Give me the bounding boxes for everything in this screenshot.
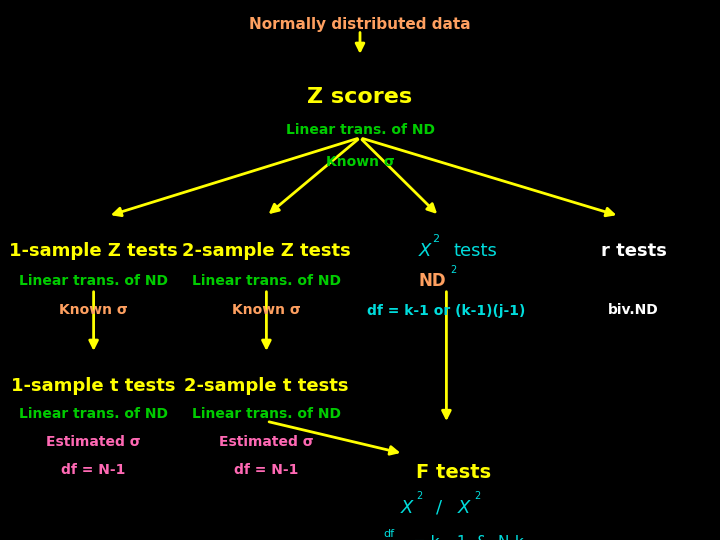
Text: X: X	[400, 498, 413, 517]
Text: ND: ND	[418, 272, 446, 290]
Text: X: X	[458, 498, 471, 517]
Text: X: X	[418, 242, 431, 260]
Text: Known σ: Known σ	[325, 155, 395, 169]
Text: df = N-1: df = N-1	[234, 463, 299, 477]
Text: 2: 2	[432, 234, 439, 244]
Text: tests: tests	[454, 242, 497, 260]
Text: Linear trans. of ND: Linear trans. of ND	[286, 123, 434, 137]
Text: 2: 2	[417, 491, 423, 501]
Text: Estimated σ: Estimated σ	[219, 435, 314, 449]
Text: F tests: F tests	[416, 463, 491, 482]
Text: Linear trans. of ND: Linear trans. of ND	[192, 407, 341, 421]
Text: df = N-1: df = N-1	[61, 463, 126, 477]
Text: 2-sample Z tests: 2-sample Z tests	[182, 242, 351, 260]
Text: Known σ: Known σ	[59, 303, 128, 318]
Text: 2: 2	[451, 265, 456, 275]
Text: Known σ: Known σ	[232, 303, 301, 318]
Text: biv.ND: biv.ND	[608, 303, 659, 318]
Text: 1-sample Z tests: 1-sample Z tests	[9, 242, 178, 260]
Text: r tests: r tests	[600, 242, 667, 260]
Text: df: df	[383, 529, 395, 539]
Text: 2-sample t tests: 2-sample t tests	[184, 377, 348, 395]
Text: Normally distributed data: Normally distributed data	[249, 17, 471, 32]
Text: = k – 1  &  N-k: = k – 1 & N-k	[413, 535, 523, 540]
Text: Z scores: Z scores	[307, 87, 413, 107]
Text: Linear trans. of ND: Linear trans. of ND	[19, 407, 168, 421]
Text: /: /	[436, 498, 442, 517]
Text: Linear trans. of ND: Linear trans. of ND	[192, 274, 341, 288]
Text: Estimated σ: Estimated σ	[46, 435, 141, 449]
Text: Linear trans. of ND: Linear trans. of ND	[19, 274, 168, 288]
Text: 2: 2	[474, 491, 480, 501]
Text: 1-sample t tests: 1-sample t tests	[12, 377, 176, 395]
Text: df = k-1 or (k-1)(j-1): df = k-1 or (k-1)(j-1)	[367, 303, 526, 318]
